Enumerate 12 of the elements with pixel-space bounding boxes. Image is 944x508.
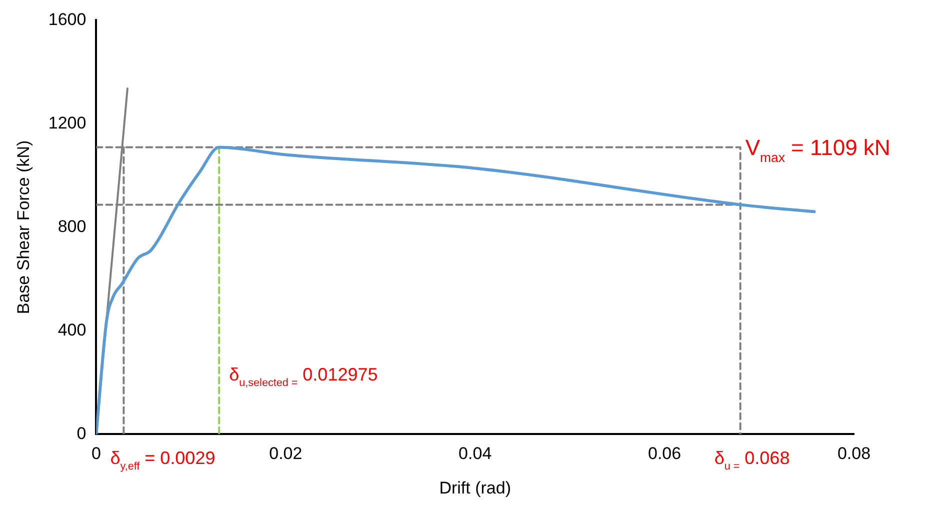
x-axis-title: Drift (rad) — [439, 478, 511, 498]
y-tick-label: 400 — [58, 320, 86, 340]
y-tick-label: 800 — [58, 216, 86, 236]
y-tick-label: 1600 — [48, 10, 86, 29]
x-tick-label: 0.08 — [837, 444, 871, 464]
x-tick-label: 0 — [91, 444, 101, 464]
y-tick-label: 0 — [76, 424, 86, 443]
y-axis-title: Base Shear Force (kN) — [14, 140, 33, 314]
x-tick-label: 0.04 — [458, 444, 492, 464]
y-tick-label: 1200 — [48, 113, 86, 132]
x-tick-label: 0.02 — [269, 444, 302, 464]
x-tick-label: 0.06 — [648, 444, 682, 464]
